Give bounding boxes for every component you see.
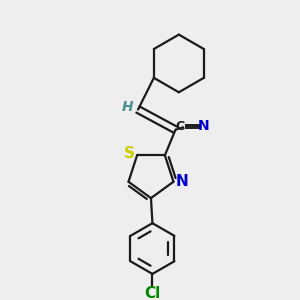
Text: S: S — [124, 146, 134, 161]
Text: N: N — [198, 119, 210, 133]
Text: N: N — [175, 174, 188, 189]
Text: Cl: Cl — [144, 286, 160, 300]
Text: C: C — [176, 120, 185, 133]
Text: H: H — [121, 100, 133, 114]
